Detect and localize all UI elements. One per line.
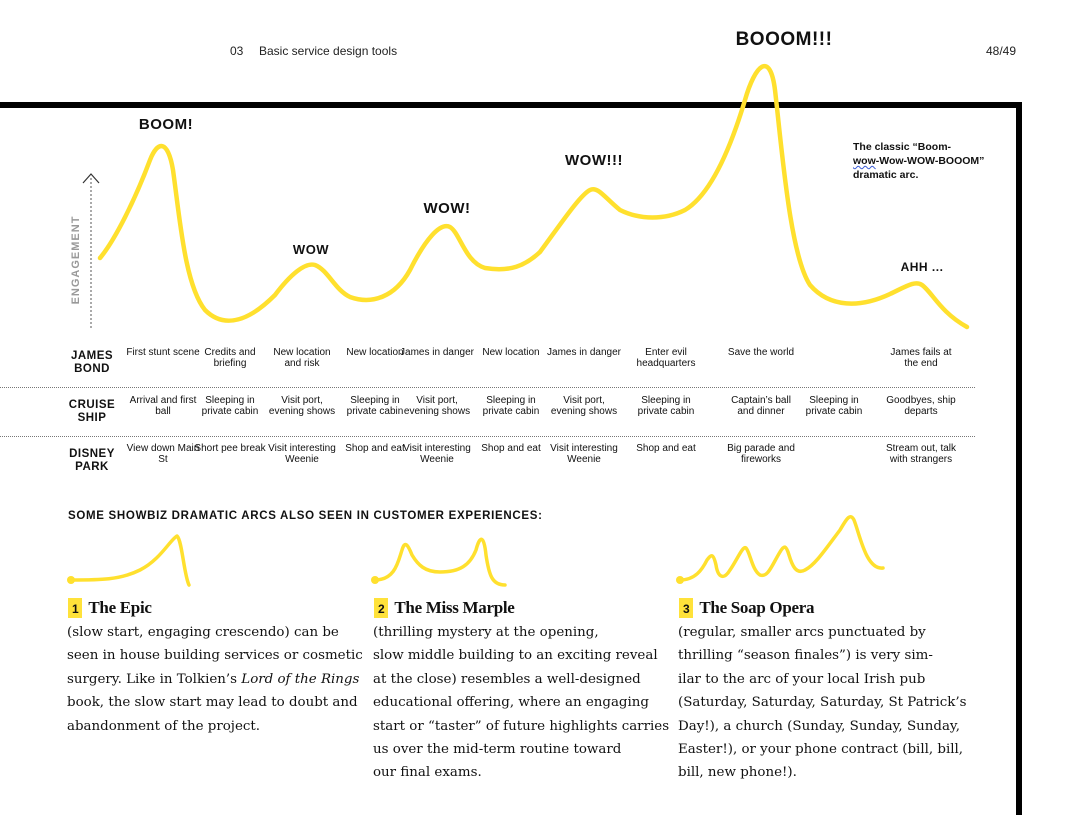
main-engagement-curve [97, 63, 970, 330]
arc-number: 3 [679, 598, 694, 618]
table-cell: Visit port, evening shows [550, 395, 618, 417]
row-divider [0, 387, 975, 388]
arc-description-epic: (slow start, engaging crescendo) can be … [67, 625, 363, 734]
table-cell: Short pee break [194, 443, 266, 454]
miss-marple-arc-mini [373, 537, 507, 587]
table-cell: New location and risk [273, 347, 331, 369]
table-cell: James in danger [400, 347, 474, 358]
table-cell: Visit interesting Weenie [403, 443, 471, 465]
row-label-disney-park: DISNEY PARK [69, 448, 115, 473]
frame-top-border [0, 102, 1022, 108]
table-cell: Shop and eat [481, 443, 541, 454]
table-cell: Credits and briefing [204, 347, 256, 369]
peak-label: BOOM! [138, 116, 194, 133]
y-axis-label: ENGAGEMENT [70, 215, 82, 305]
arc-title-epic: 1 The Epic [68, 598, 152, 618]
table-cell: Sleeping in private cabin [637, 395, 695, 417]
page-number: 48/49 [986, 44, 1017, 58]
table-cell: Visit port, evening shows [403, 395, 471, 417]
arc-description-miss-marple: (thrilling mystery at the opening, slow … [373, 625, 670, 781]
peak-label: AHH ... [900, 260, 944, 274]
epic-start-dot [67, 576, 75, 584]
peak-label: WOW! [423, 200, 471, 217]
peak-label: WOW!!! [565, 152, 623, 169]
table-cell: James fails at the end [890, 347, 952, 369]
arc-note: The classic “Boom-wow-Wow-WOW-BOOOM” dra… [853, 141, 985, 181]
table-cell: Save the world [727, 347, 795, 358]
row-label-james-bond: JAMES BOND [70, 350, 114, 375]
table-cell: Visit interesting Weenie [268, 443, 336, 465]
table-cell: Shop and eat [636, 443, 696, 454]
arc-description-soap-opera: (regular, smaller arcs punctuated by thr… [678, 625, 967, 781]
miss-marple-start-dot [371, 576, 379, 584]
table-cell: Visit port, evening shows [268, 395, 336, 417]
table-cell: Stream out, talk with strangers [885, 443, 957, 465]
table-cell: Big parade and fireworks [727, 443, 795, 465]
arc-number: 2 [374, 598, 389, 618]
table-cell: Arrival and first ball [129, 395, 197, 417]
chapter-number: 03 [230, 44, 244, 58]
section-title: SOME SHOWBIZ DRAMATIC ARCS ALSO SEEN IN … [68, 510, 543, 522]
soap-opera-start-dot [676, 576, 684, 584]
table-cell: Sleeping in private cabin [201, 395, 259, 417]
table-cell: Sleeping in private cabin [805, 395, 863, 417]
table-cell: New location [482, 347, 540, 358]
epic-arc-mini [69, 534, 191, 587]
arc-title-miss-marple: 2 The Miss Marple [374, 598, 515, 618]
table-cell: Sleeping in private cabin [346, 395, 404, 417]
table-cell: Goodbyes, ship departs [886, 395, 956, 417]
table-cell: New location [346, 347, 404, 358]
row-divider [0, 436, 975, 437]
table-cell: Visit interesting Weenie [550, 443, 618, 465]
table-cell: James in danger [547, 347, 621, 358]
table-cell: First stunt scene [126, 347, 200, 358]
peak-label: WOW [292, 242, 330, 257]
table-cell: Enter evil headquarters [636, 347, 696, 369]
soap-opera-arc-mini [678, 515, 885, 582]
y-axis-arrow-icon [82, 173, 100, 184]
frame-right-border [1016, 102, 1022, 815]
table-cell: View down Main St [126, 443, 200, 465]
table-cell: Sleeping in private cabin [482, 395, 540, 417]
table-cell: Shop and eat [345, 443, 405, 454]
row-label-cruise-ship: CRUISE SHIP [68, 399, 116, 424]
arc-title-soap-opera: 3 The Soap Opera [679, 598, 815, 618]
table-cell: Captain’s ball and dinner [731, 395, 791, 417]
arc-number: 1 [68, 598, 83, 618]
chapter-title: Basic service design tools [259, 44, 398, 58]
peak-label: BOOOM!!! [735, 29, 833, 50]
